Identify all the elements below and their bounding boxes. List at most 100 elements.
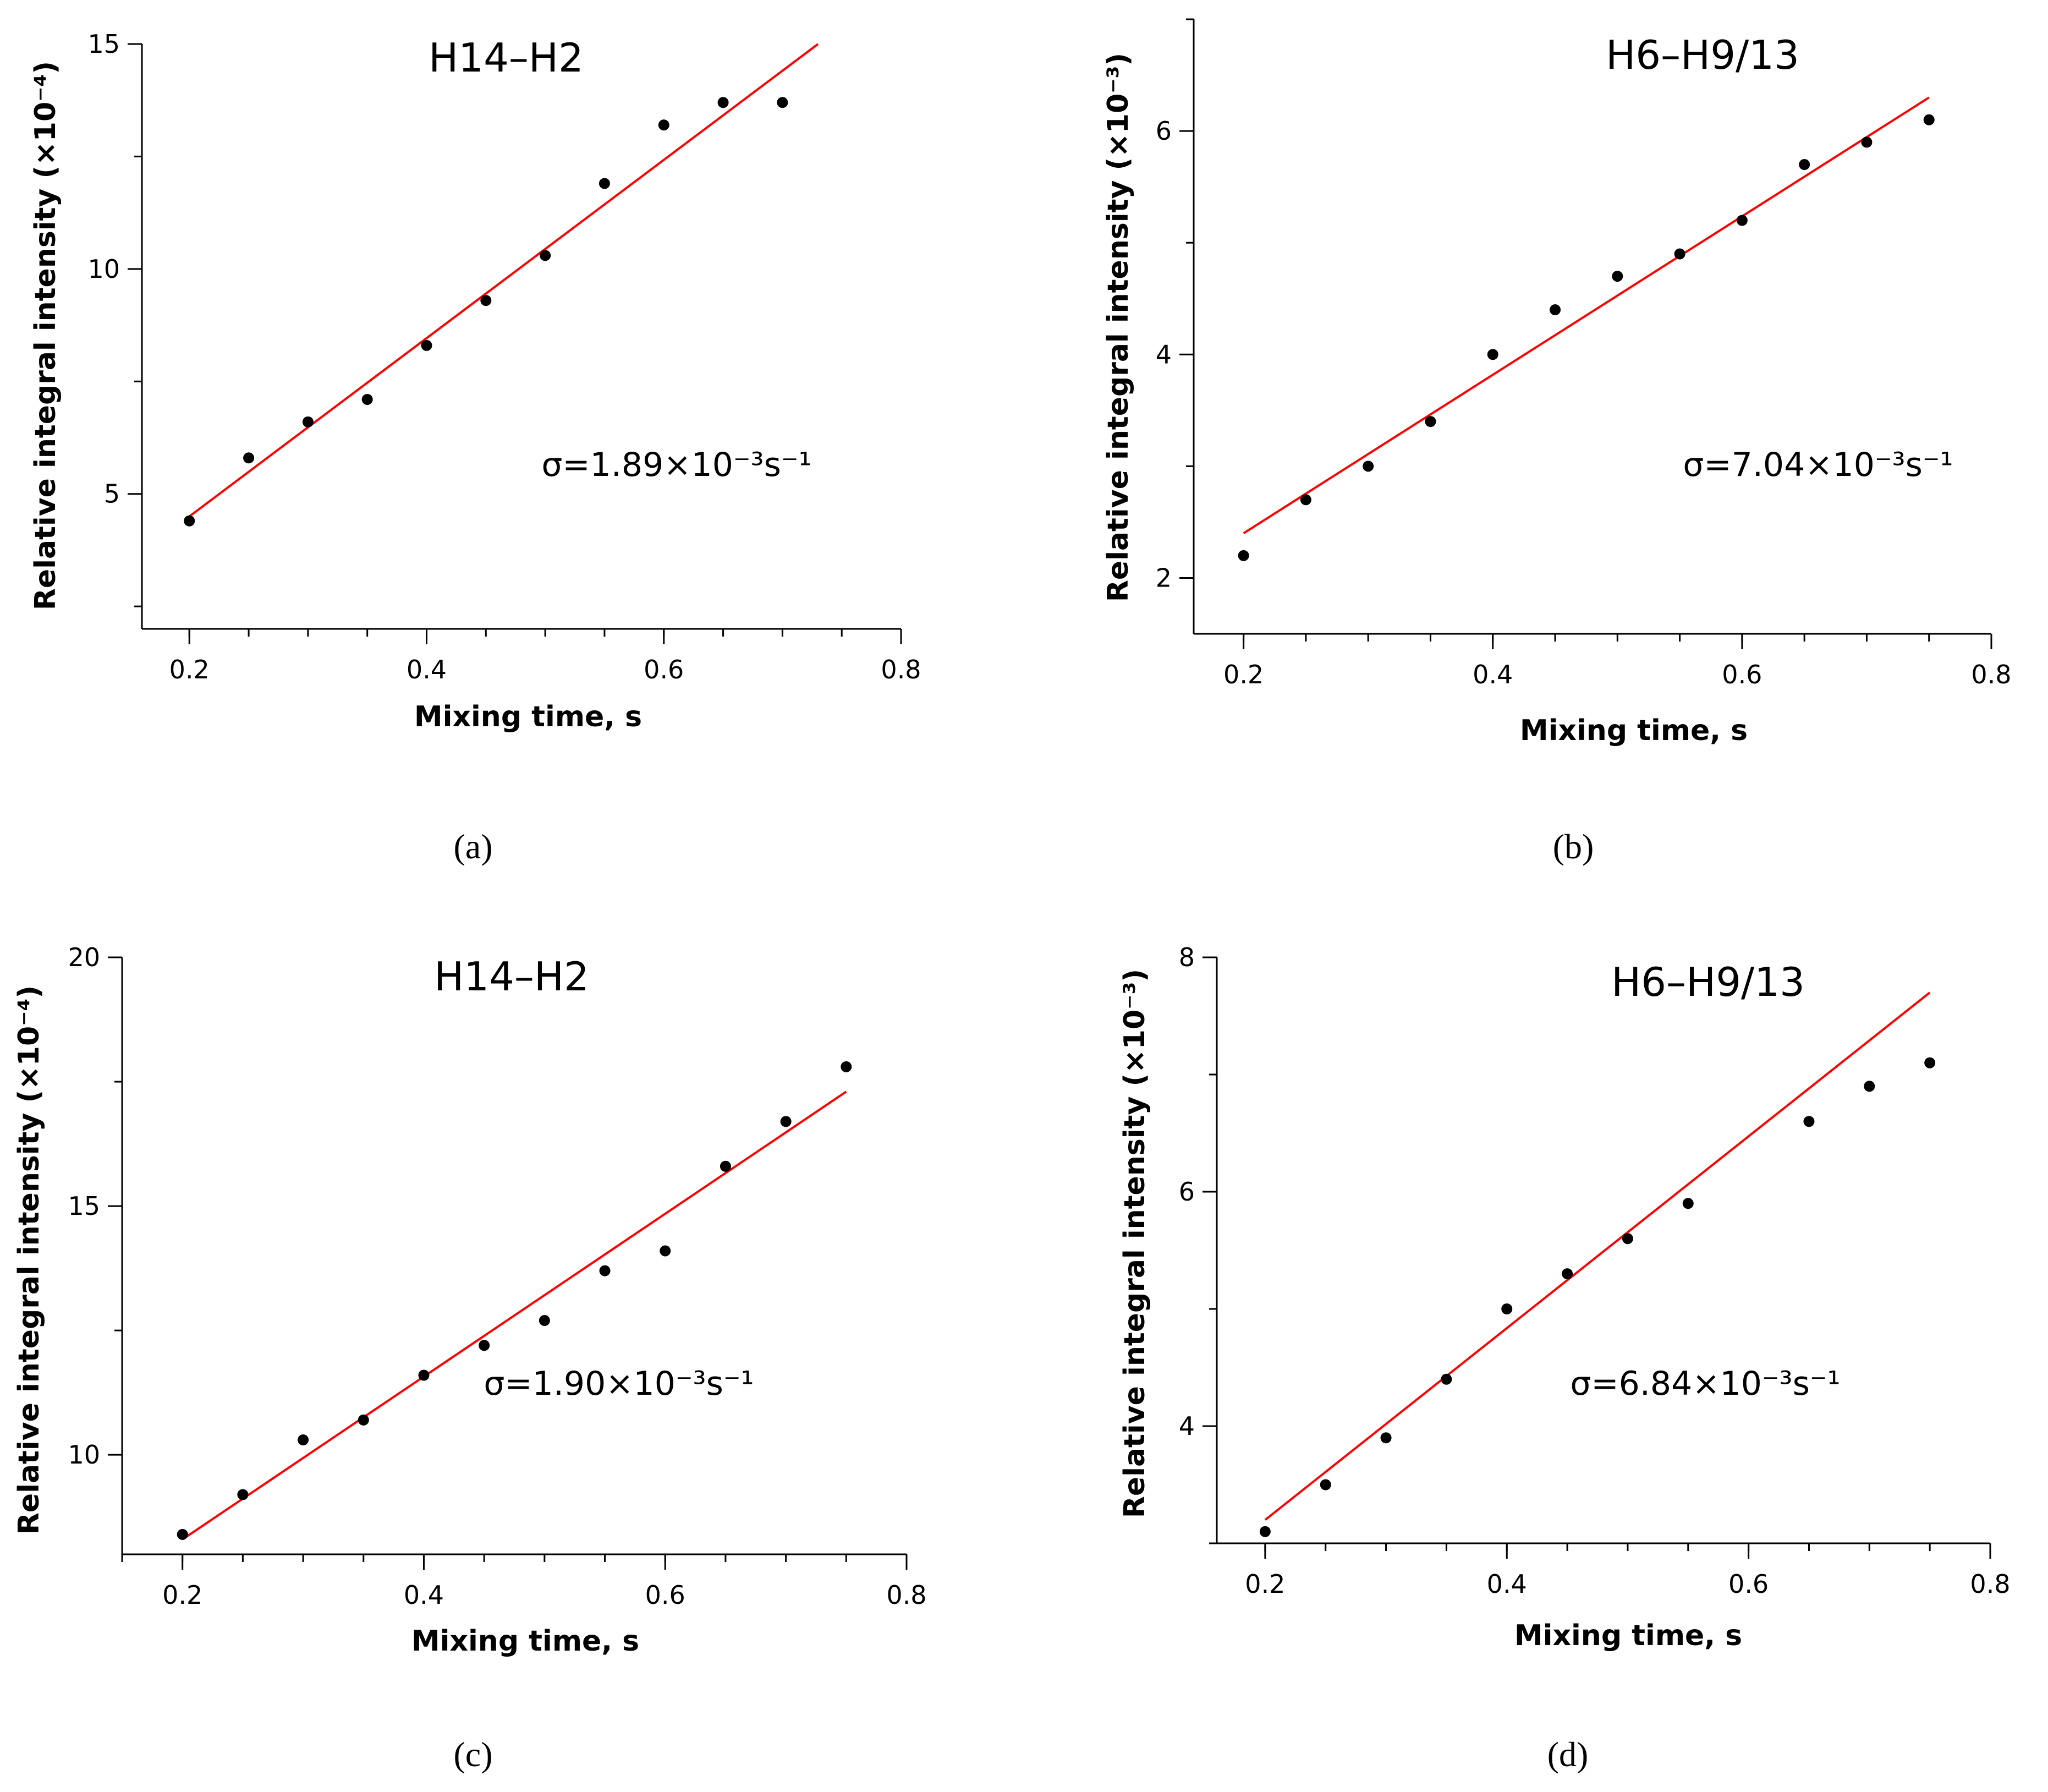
data-point — [1924, 1057, 1936, 1068]
data-point — [539, 1315, 550, 1327]
data-point — [660, 1245, 671, 1257]
chart-title: H6–H9/13 — [1606, 32, 1799, 78]
y-tick-label: 6 — [1179, 1177, 1195, 1207]
data-point — [777, 97, 788, 108]
x-axis-label: Mixing time, s — [411, 1625, 639, 1658]
fit-line — [1243, 96, 1930, 534]
y-tick-label: 6 — [1156, 116, 1172, 146]
data-point — [720, 1160, 731, 1172]
y-tick-label: 10 — [68, 1440, 100, 1470]
data-point — [599, 1265, 611, 1276]
data-point — [1861, 136, 1873, 148]
y-tick-label: 4 — [1156, 339, 1172, 369]
x-tick-label: 0.8 — [886, 1580, 926, 1610]
x-tick-label: 0.8 — [1971, 660, 2011, 689]
x-tick-label: 0.4 — [404, 1580, 444, 1610]
chart-title: H14–H2 — [429, 35, 584, 81]
data-point — [1562, 1268, 1573, 1280]
x-axis-label: Mixing time, s — [1520, 714, 1748, 747]
chart-panel-2: 0.2 0.4 0.6 0.8 2 4 6 H6–H9/13 σ=7.04×10⁻³s⁻¹ Mix… — [1102, 18, 2012, 866]
panel-label: (c) — [453, 1735, 492, 1774]
panel-label: (b) — [1553, 827, 1594, 866]
data-point — [421, 339, 432, 351]
y-tick-label: 15 — [87, 29, 120, 59]
chart-title: H14–H2 — [434, 953, 589, 1000]
sigma-annotation: σ=6.84×10⁻³s⁻¹ — [1570, 1364, 1840, 1403]
data-point — [1799, 159, 1810, 171]
data-point — [1736, 215, 1748, 226]
x-tick-label: 0.6 — [1728, 1569, 1769, 1599]
data-point — [358, 1414, 369, 1426]
data-point — [1363, 461, 1374, 472]
data-point — [1682, 1198, 1694, 1209]
y-axis-label: Relative integral intensity (×10⁻⁴) — [13, 985, 46, 1535]
data-point — [479, 1340, 490, 1351]
y-axis-label: Relative integral intensity (×10⁻⁴) — [29, 61, 62, 610]
data-point — [717, 97, 729, 108]
data-point — [1803, 1116, 1815, 1127]
x-tick-label: 0.2 — [162, 1580, 202, 1610]
x-tick-label: 0.2 — [1245, 1569, 1285, 1599]
fit-line — [189, 43, 819, 518]
y-tick-label: 4 — [1179, 1411, 1195, 1441]
y-axis-label: Relative integral intensity (×10⁻³) — [1102, 53, 1135, 602]
x-tick-label: 0.2 — [169, 655, 210, 684]
x-tick-label: 0.2 — [1223, 660, 1264, 689]
data-point — [540, 250, 551, 261]
data-point — [1674, 248, 1685, 260]
data-point — [480, 295, 492, 306]
fit-line — [1264, 991, 1931, 1521]
chart-panel-4: 0.2 0.4 0.6 0.8 4 6 8 H6–H9/13 σ=6.84×10⁻³s⁻¹ Mix… — [1118, 942, 2011, 1774]
sigma-annotation: σ=7.04×10⁻³s⁻¹ — [1683, 446, 1953, 484]
chart-panel-1: 0.2 0.4 0.6 0.8 5 10 15 H14–H2 σ=1.89×10⁻³s⁻¹ Mix… — [29, 29, 921, 866]
x-tick-label: 0.4 — [1487, 1569, 1527, 1599]
x-tick-label: 0.6 — [645, 1580, 685, 1610]
data-point — [1320, 1479, 1331, 1490]
data-point — [658, 119, 669, 131]
x-tick-label: 0.6 — [1722, 660, 1762, 689]
chart-panel-3: 0.2 0.4 0.6 0.8 10 15 20 H14–H2 σ=1.90×10⁻³s⁻¹ Mi… — [13, 942, 927, 1774]
x-axis-label: Mixing time, s — [1514, 1619, 1742, 1652]
data-point — [1923, 114, 1935, 125]
data-point — [599, 178, 610, 189]
data-point — [184, 515, 195, 527]
data-point — [1238, 550, 1249, 561]
x-tick-label: 0.4 — [407, 655, 447, 684]
data-point — [418, 1369, 430, 1381]
data-point — [1441, 1373, 1452, 1385]
x-axis-label: Mixing time, s — [414, 700, 642, 733]
data-point — [177, 1528, 188, 1540]
data-point — [1864, 1081, 1875, 1092]
y-tick-label: 15 — [68, 1191, 100, 1221]
data-point — [1380, 1432, 1392, 1444]
data-point — [1612, 271, 1623, 282]
x-tick-label: 0.4 — [1473, 660, 1513, 689]
data-point — [1550, 304, 1561, 316]
data-point — [243, 452, 255, 464]
x-tick-label: 0.6 — [644, 655, 684, 684]
data-point — [1259, 1526, 1271, 1537]
data-point — [298, 1434, 309, 1446]
data-point — [1425, 416, 1436, 428]
data-point — [1501, 1303, 1513, 1314]
panel-label: (a) — [453, 827, 492, 866]
y-tick-label: 2 — [1156, 563, 1172, 593]
data-point — [237, 1489, 249, 1500]
data-point — [1300, 494, 1311, 506]
data-point — [841, 1061, 852, 1072]
sigma-annotation: σ=1.89×10⁻³s⁻¹ — [541, 446, 811, 484]
y-tick-label: 10 — [87, 254, 120, 284]
data-point — [361, 393, 373, 405]
panel-label: (d) — [1547, 1735, 1589, 1774]
y-axis-label: Relative integral intensity (×10⁻³) — [1118, 969, 1151, 1518]
sigma-annotation: σ=1.90×10⁻³s⁻¹ — [484, 1364, 754, 1403]
data-point — [1622, 1233, 1633, 1245]
data-point — [1487, 349, 1498, 360]
y-tick-label: 20 — [68, 942, 100, 972]
data-point — [302, 416, 314, 428]
y-tick-label: 5 — [104, 479, 120, 509]
x-tick-label: 0.8 — [881, 655, 921, 684]
chart-title: H6–H9/13 — [1611, 959, 1805, 1005]
fit-line — [182, 1090, 847, 1541]
